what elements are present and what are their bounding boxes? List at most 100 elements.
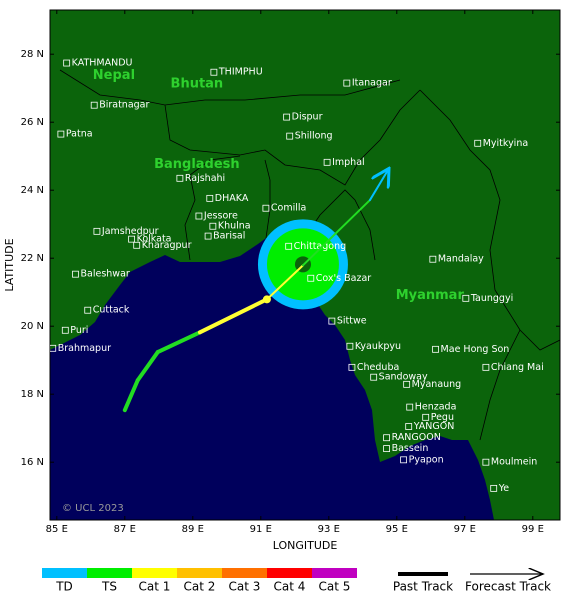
city-marker <box>128 235 136 243</box>
region-label: Nepal <box>93 68 135 83</box>
map-area <box>50 10 560 520</box>
city-label: Cuttack <box>93 305 130 316</box>
city-label: Kolkata <box>137 234 172 245</box>
x-tick-label: 91 E <box>250 524 272 535</box>
city-label: Khulna <box>218 221 251 232</box>
city-marker <box>323 158 331 166</box>
map-overlay: Nepal Bhutan Bangladesh Myanmar KATHMANDU THI… <box>50 58 544 494</box>
city-label: Comilla <box>271 203 306 214</box>
legend-label: Past Track <box>393 580 453 594</box>
forecast-track <box>301 199 371 267</box>
city-label: Henzada <box>415 402 457 413</box>
city-label: KATHMANDU <box>72 58 133 69</box>
city-marker <box>328 317 336 325</box>
y-tick-label: 28 N <box>21 49 44 60</box>
legend-label: Cat 5 <box>319 580 351 594</box>
city-marker <box>383 445 391 453</box>
forecast-track <box>368 170 388 202</box>
city-label: THIMPHU <box>218 67 263 78</box>
city-marker <box>90 101 98 109</box>
sea <box>50 238 494 520</box>
city-label: Patna <box>66 129 93 140</box>
city-marker <box>61 326 69 334</box>
city-marker <box>422 413 430 421</box>
city-label: Puri <box>70 325 88 336</box>
city-marker <box>133 241 141 249</box>
city-label: Cheduba <box>357 362 399 373</box>
city-marker <box>210 68 218 76</box>
legend-swatch <box>222 568 267 578</box>
city-label: Dispur <box>292 112 323 123</box>
y-tick-label: 20 N <box>21 321 44 332</box>
legend-label: Cat 3 <box>229 580 261 594</box>
city-label: DHAKA <box>215 193 249 204</box>
city-marker <box>176 174 184 182</box>
y-tick-label: 24 N <box>21 185 44 196</box>
city-marker <box>286 132 294 140</box>
city-marker <box>490 484 498 492</box>
city-label: Sandoway <box>379 372 428 383</box>
city-marker <box>405 423 413 430</box>
region-label: Myanmar <box>396 288 465 303</box>
city-label: Pyapon <box>409 454 444 465</box>
city-marker <box>482 458 490 466</box>
y-tick-label: 18 N <box>21 389 44 400</box>
x-tick-label: 97 E <box>454 524 476 535</box>
city-label: Mae Hong Son <box>441 344 510 355</box>
city-label: Kharagpur <box>142 240 192 251</box>
legend-label: Forecast Track <box>465 580 551 594</box>
city-marker <box>474 139 482 147</box>
city-marker <box>195 212 203 220</box>
city-marker <box>400 456 408 464</box>
city-label: Sittwe <box>337 316 367 327</box>
forecast-track <box>265 264 304 301</box>
legend-label: TS <box>101 580 117 594</box>
city-label: Shillong <box>295 131 333 142</box>
city-label: Ye <box>498 483 510 494</box>
city-label: Chiang Mai <box>491 362 544 373</box>
city-marker <box>84 306 92 314</box>
city-label: Bassein <box>392 443 429 454</box>
legend-swatch <box>132 568 177 578</box>
city-label: Jamshedpur <box>101 226 159 237</box>
city-marker <box>346 342 354 350</box>
city-marker <box>57 130 65 138</box>
border <box>59 69 560 441</box>
city-marker <box>283 113 291 121</box>
x-tick-label: 87 E <box>114 524 136 535</box>
city-label: Biratnagar <box>99 100 149 111</box>
region-label: Bhutan <box>171 77 224 92</box>
y-tick-label: 16 N <box>21 457 44 468</box>
city-label: YANGON <box>413 421 455 432</box>
city-marker <box>403 380 411 388</box>
x-tick-label: 95 E <box>386 524 408 535</box>
y-axis-title: LATITUDE <box>3 238 16 291</box>
y-tick-label: 26 N <box>21 117 44 128</box>
city-marker <box>63 59 71 67</box>
legend-swatch <box>177 568 222 578</box>
copyright: © UCL 2023 <box>62 503 124 514</box>
city-label: Moulmein <box>491 457 537 468</box>
city-marker <box>370 373 378 381</box>
region-label: Bangladesh <box>154 157 240 172</box>
legend-swatch <box>87 568 132 578</box>
legend-swatch <box>42 568 87 578</box>
city-label: Barisal <box>213 231 245 242</box>
legend-label: TD <box>55 580 73 594</box>
past-track <box>197 297 269 335</box>
city-label: Kyaukpyu <box>355 341 401 352</box>
city-marker <box>406 403 414 411</box>
city-label: Taunggyi <box>470 293 513 304</box>
city-label: Baleshwar <box>81 269 130 280</box>
city-marker <box>50 344 57 352</box>
city-label: Mandalay <box>438 254 484 265</box>
city-marker <box>432 345 439 353</box>
city-marker <box>462 294 470 302</box>
legend-swatch <box>267 568 312 578</box>
city-marker <box>429 255 437 263</box>
city-label: Pegu <box>431 412 454 423</box>
city-label: Imphal <box>332 157 365 168</box>
current-position <box>262 295 271 304</box>
x-tick-label: 85 E <box>46 524 68 535</box>
city-marker <box>209 222 217 230</box>
